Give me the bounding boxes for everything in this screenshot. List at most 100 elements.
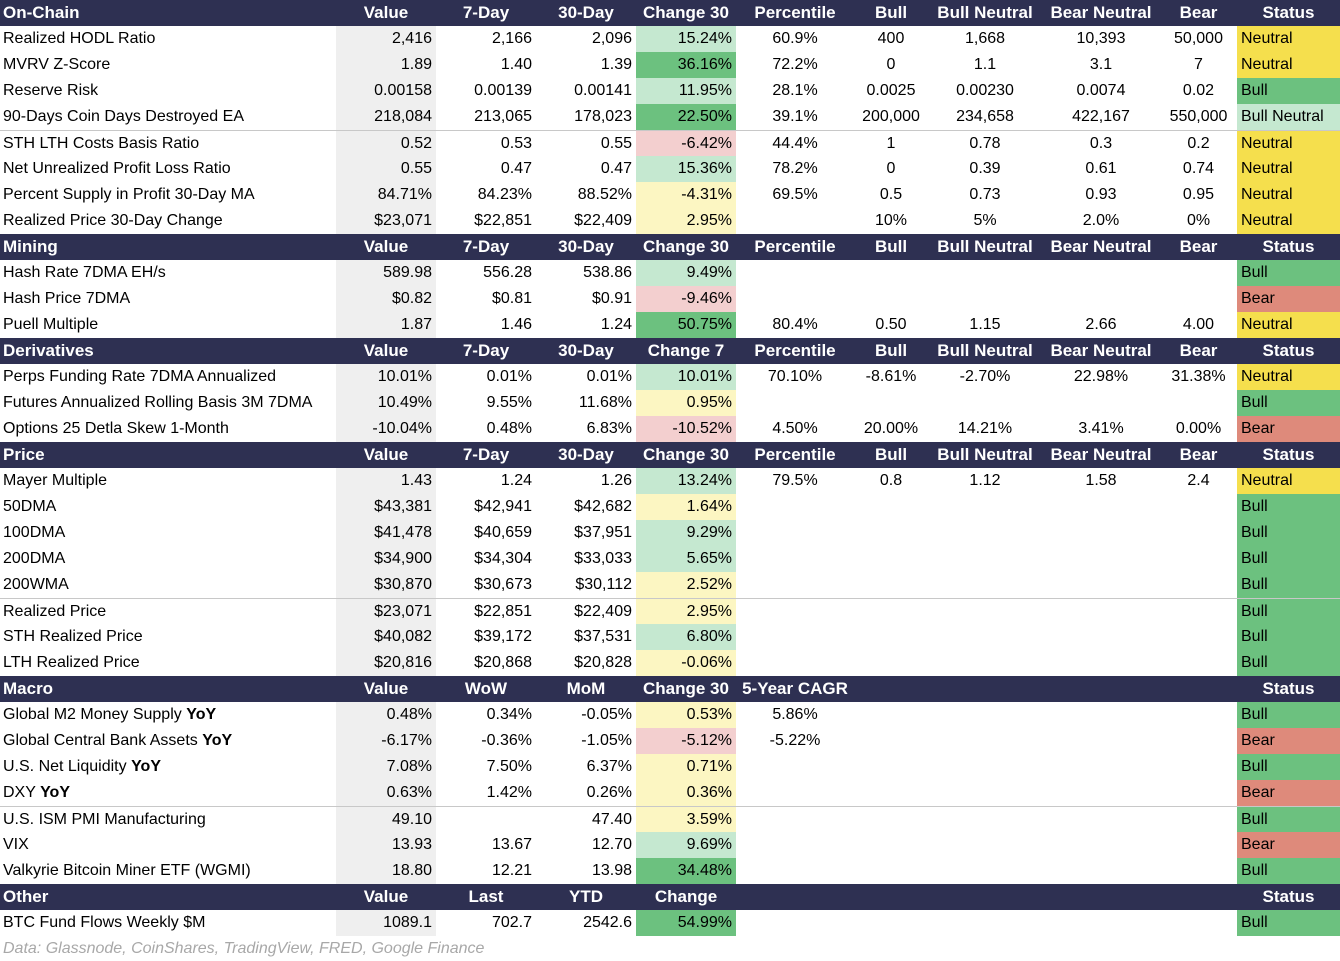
percentile-cell bbox=[736, 494, 854, 520]
prev-cell: $0.81 bbox=[491, 290, 532, 307]
prev2-cell: 0.00141 bbox=[574, 82, 632, 99]
bear-threshold-cell bbox=[1160, 780, 1237, 806]
section-title: Mining bbox=[3, 237, 58, 256]
bear-neutral-threshold-cell bbox=[1042, 832, 1160, 858]
indicator-label: 50DMA bbox=[0, 494, 336, 520]
change-cell: 15.36% bbox=[636, 156, 736, 182]
indicator-name: STH Realized Price bbox=[3, 628, 143, 645]
percentile-cell bbox=[736, 780, 854, 806]
column-header bbox=[928, 884, 1042, 910]
value-cell: 0.00158 bbox=[336, 78, 436, 104]
percentile-cell: 70.10% bbox=[767, 368, 823, 385]
table-row: Hash Rate 7DMA EH/s 589.98 556.28 538.86 9.4… bbox=[0, 260, 1340, 286]
market-indicators-table: On-Chain Value 7-Day 30-Day Change 30 Percent… bbox=[0, 0, 1340, 936]
column-header: 5-Year CAGR bbox=[742, 679, 848, 698]
column-header: Change bbox=[654, 887, 718, 906]
prev2-cell: $20,828 bbox=[574, 654, 632, 671]
indicator-label: Hash Rate 7DMA EH/s bbox=[0, 260, 336, 286]
bear-neutral-threshold-cell bbox=[1042, 260, 1160, 286]
percentile-cell bbox=[736, 858, 854, 884]
percentile-cell: 5.86% bbox=[772, 706, 818, 723]
column-header: 7-Day bbox=[462, 3, 510, 22]
bull-neutral-threshold-cell: 1,668 bbox=[964, 30, 1006, 47]
bull-neutral-threshold-cell: 1.15 bbox=[969, 316, 1001, 333]
bull-threshold-cell bbox=[854, 650, 928, 676]
column-header bbox=[854, 884, 928, 910]
data-source-footer: Data: Glassnode, CoinShares, TradingView… bbox=[3, 940, 485, 957]
section-header-row: Price Value 7-Day 30-Day Change 30 Percentile… bbox=[0, 442, 1340, 468]
bull-threshold-cell: 0.50 bbox=[875, 316, 907, 333]
prev2-cell: 0.01% bbox=[586, 368, 632, 385]
bear-threshold-cell bbox=[1160, 910, 1237, 936]
table-row: 90-Days Coin Days Destroyed EA 218,084 213… bbox=[0, 104, 1340, 130]
indicator-label: Mayer Multiple bbox=[0, 468, 336, 494]
bull-neutral-threshold-cell bbox=[928, 494, 1042, 520]
value-cell: $40,082 bbox=[336, 624, 436, 650]
percentile-cell bbox=[736, 390, 854, 416]
prev-cell: 213,065 bbox=[474, 108, 532, 125]
table-row: STH Realized Price $40,082 $39,172 $37,531 6… bbox=[0, 624, 1340, 650]
column-header: Bear bbox=[1179, 3, 1218, 22]
bull-neutral-threshold-cell: 1.12 bbox=[969, 472, 1001, 489]
change-cell: -5.12% bbox=[636, 728, 736, 754]
percentile-cell: 44.4% bbox=[772, 135, 818, 152]
column-header: Change 30 bbox=[643, 679, 729, 698]
indicator-label: Realized HODL Ratio bbox=[0, 26, 336, 52]
column-header: 30-Day bbox=[558, 341, 614, 360]
column-header: Bull bbox=[874, 445, 908, 464]
percentile-cell: 28.1% bbox=[772, 82, 818, 99]
bear-neutral-threshold-cell bbox=[1042, 599, 1160, 624]
change-cell: 15.24% bbox=[636, 26, 736, 52]
column-header: Bull bbox=[874, 3, 908, 22]
status-cell: Neutral bbox=[1237, 364, 1340, 390]
table-row: Reserve Risk 0.00158 0.00139 0.00141 11.95% 2… bbox=[0, 78, 1340, 104]
bull-threshold-cell bbox=[854, 286, 928, 312]
indicator-label: Futures Annualized Rolling Basis 3M 7DMA bbox=[0, 390, 336, 416]
column-header: Bull Neutral bbox=[937, 237, 1033, 256]
bull-threshold-cell: -8.61% bbox=[865, 368, 917, 385]
bull-neutral-threshold-cell: 14.21% bbox=[957, 420, 1013, 437]
bull-neutral-threshold-cell bbox=[928, 546, 1042, 572]
status-cell: Bull bbox=[1237, 624, 1340, 650]
indicator-label: 200DMA bbox=[0, 546, 336, 572]
bear-threshold-cell: 550,000 bbox=[1169, 108, 1228, 125]
percentile-cell: 39.1% bbox=[772, 108, 818, 125]
indicator-name: BTC Fund Flows Weekly $M bbox=[3, 914, 206, 931]
table-row: 200DMA $34,900 $34,304 $33,033 5.65% Bull bbox=[0, 546, 1340, 572]
bull-threshold-cell bbox=[854, 702, 928, 728]
prev-cell: 0.48% bbox=[486, 420, 532, 437]
column-header: Bear bbox=[1179, 237, 1218, 256]
prev2-cell: -0.05% bbox=[581, 706, 632, 723]
percentile-cell bbox=[736, 910, 854, 936]
bull-threshold-cell: 0.8 bbox=[879, 472, 903, 489]
bull-threshold-cell: 20.00% bbox=[863, 420, 919, 437]
column-header: Status bbox=[1262, 887, 1315, 906]
table-row: Global M2 Money Supply YoY 0.48% 0.34% -0.0… bbox=[0, 702, 1340, 728]
indicator-name: 50DMA bbox=[3, 498, 57, 515]
column-header: Status bbox=[1262, 237, 1315, 256]
column-header: 30-Day bbox=[558, 3, 614, 22]
indicator-label: 200WMA bbox=[0, 572, 336, 598]
indicator-name: Mayer Multiple bbox=[3, 472, 108, 489]
bull-neutral-threshold-cell bbox=[928, 286, 1042, 312]
change-cell: 2.95% bbox=[636, 599, 736, 624]
prev-cell: 1.46 bbox=[500, 316, 532, 333]
indicator-label: Percent Supply in Profit 30-Day MA bbox=[0, 182, 336, 208]
prev-cell: $22,851 bbox=[474, 603, 532, 620]
indicator-name: MVRV Z-Score bbox=[3, 56, 111, 73]
indicator-label: VIX bbox=[0, 832, 336, 858]
table-row: 200WMA $30,870 $30,673 $30,112 2.52% Bull bbox=[0, 572, 1340, 598]
prev2-cell: $37,951 bbox=[574, 524, 632, 541]
prev-cell: 0.34% bbox=[486, 706, 532, 723]
status-cell: Bear bbox=[1237, 728, 1340, 754]
bull-threshold-cell bbox=[854, 572, 928, 598]
prev2-cell: 1.26 bbox=[600, 472, 632, 489]
change-cell: -10.52% bbox=[636, 416, 736, 442]
prev-cell: $42,941 bbox=[474, 498, 532, 515]
indicator-label: U.S. Net Liquidity YoY bbox=[0, 754, 336, 780]
indicator-period-tag: YoY bbox=[202, 732, 233, 749]
prev-cell: -0.36% bbox=[481, 732, 532, 749]
table-row: Global Central Bank Assets YoY -6.17% -0.3… bbox=[0, 728, 1340, 754]
bull-threshold-cell bbox=[854, 728, 928, 754]
status-cell: Bull bbox=[1237, 78, 1340, 104]
